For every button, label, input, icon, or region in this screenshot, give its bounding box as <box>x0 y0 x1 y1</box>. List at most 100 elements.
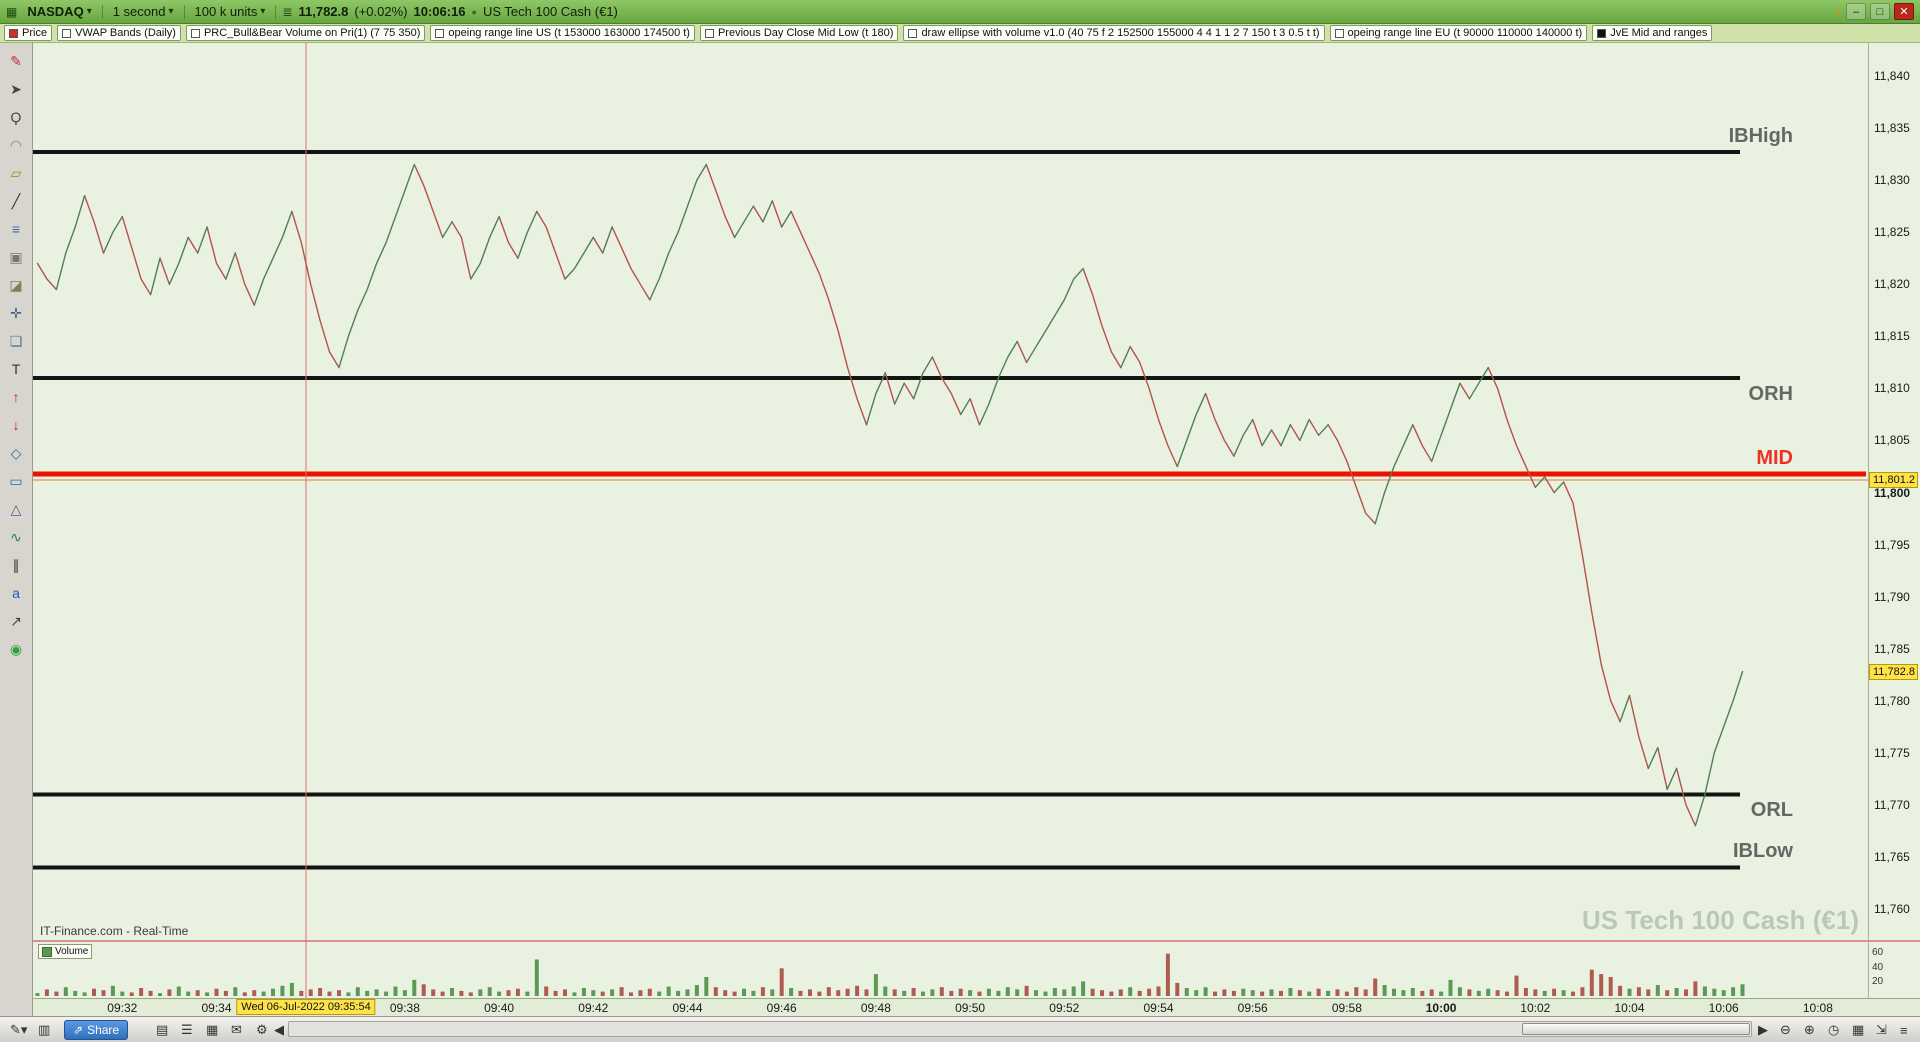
indicator-chip-label: opeing range line EU (t 90000 110000 140… <box>1347 27 1583 39</box>
indicator-chip-label: VWAP Bands (Daily) <box>75 27 176 39</box>
indicator-chip-4[interactable]: Previous Day Close Mid Low (t 180) <box>699 25 899 41</box>
separator <box>101 4 103 19</box>
zoom-in-button[interactable]: ⊕ <box>1804 1022 1815 1037</box>
y-axis-label: 11,800 <box>1874 485 1911 500</box>
x-axis-label: 09:32 <box>107 1001 138 1015</box>
bottom-toolbar: ⇗ Share ◀ ▶ ✎▾ ▥ ▤ ☰ ▦ ✉ ⚙ ⊖ ⊕ ◷ ▦ ⇲ ≡ <box>0 1016 1920 1042</box>
indicator-chip-label: Price <box>22 27 48 39</box>
chart-scrollbar-track[interactable] <box>288 1021 1752 1037</box>
scroll-right-button[interactable]: ▶ <box>1758 1022 1768 1037</box>
minimize-button[interactable]: – <box>1846 3 1866 20</box>
eraser-tool-icon[interactable]: ◪ <box>9 276 23 293</box>
time-axis[interactable] <box>33 998 1920 1016</box>
pen-tool-icon[interactable]: ✎ <box>10 52 22 69</box>
arrow-down-tool-icon[interactable]: ↓ <box>12 417 20 433</box>
indicator-chip-5[interactable]: draw ellipse with volume v1.0 (40 75 f 2… <box>903 25 1325 41</box>
y-axis-label: 11,790 <box>1874 589 1910 604</box>
price-axis[interactable] <box>1868 43 1920 1016</box>
indicator-chip-1[interactable]: VWAP Bands (Daily) <box>57 25 181 41</box>
close-button[interactable]: ✕ <box>1894 3 1914 20</box>
indicator-checkbox[interactable] <box>908 28 918 38</box>
share-label: Share <box>87 1023 120 1037</box>
fibonacci-tool-icon[interactable]: ≡ <box>11 221 21 237</box>
pane-divider[interactable] <box>33 940 1920 942</box>
units-selector[interactable]: 100 k units <box>191 3 270 20</box>
colors-tool-icon[interactable]: ◉ <box>9 640 23 657</box>
y-axis-label: 11,795 <box>1874 537 1910 552</box>
maximize-button[interactable]: □ <box>1870 3 1890 20</box>
text-tool-icon[interactable]: T <box>11 361 21 377</box>
indicator-chip-6[interactable]: opeing range line EU (t 90000 110000 140… <box>1329 25 1588 41</box>
y-axis-label: 11,820 <box>1874 277 1910 292</box>
left-toolbar: ✎ ➤ Ϙ ◠ ▱ ╱ ≡ ▣ ◪ ✛ ❏ T ↑ ↓ ◇ ▭ △ ∿ ∥ a ↗ ◉ <box>0 43 33 1016</box>
zoom-tool-icon[interactable]: Ϙ <box>10 109 22 125</box>
symbol-selector[interactable]: NASDAQ <box>23 3 95 20</box>
level-label-IBLow: IBLow <box>1733 840 1793 863</box>
indicator-checkbox[interactable] <box>190 28 200 38</box>
y-axis-label: 11,770 <box>1874 797 1910 812</box>
cursor-tool-icon[interactable]: ➤ <box>10 80 22 97</box>
chart-type-button[interactable]: ▥ <box>38 1022 51 1037</box>
scroll-left-button[interactable]: ◀ <box>274 1022 284 1037</box>
y-axis-label: 11,835 <box>1874 121 1910 136</box>
share-button[interactable]: ⇗ Share <box>64 1020 129 1040</box>
indicator-checkbox[interactable] <box>62 28 72 38</box>
y-axis-label: 11,825 <box>1874 225 1910 240</box>
trendline-tool-icon[interactable]: ╱ <box>11 192 21 209</box>
workspace-button[interactable]: ▤ <box>156 1022 169 1037</box>
annotation-tool-icon[interactable]: a <box>12 585 20 601</box>
x-axis-label: 09:34 <box>201 1001 232 1015</box>
chart-plot-area[interactable] <box>33 43 1868 940</box>
y-axis-label: 11,805 <box>1874 433 1910 448</box>
grid-button[interactable]: ▦ <box>206 1022 219 1037</box>
lightning-icon[interactable]: ⚡ <box>1833 4 1842 19</box>
y-axis-label: 11,810 <box>1874 381 1910 396</box>
quote-icon: ≣ <box>282 4 293 19</box>
indicator-chip-2[interactable]: PRC_Bull&Bear Volume on Pri(1) (7 75 350… <box>185 25 426 41</box>
list-button[interactable]: ☰ <box>181 1022 193 1037</box>
volume-legend[interactable]: Volume <box>38 944 93 959</box>
arrow-ne-tool-icon[interactable]: ↗ <box>10 612 22 629</box>
fullscreen-button[interactable]: ⇲ <box>1876 1022 1887 1037</box>
indicator-chip-7[interactable]: JvE Mid and ranges <box>1592 25 1713 41</box>
polygon-tool-icon[interactable]: ◇ <box>10 444 22 461</box>
indicator-chip-0[interactable]: Price <box>4 25 53 41</box>
title-bar: ▦ NASDAQ 1 second 100 k units ≣ 11,782.8… <box>0 0 1920 24</box>
x-axis-label: 10:04 <box>1614 1001 1645 1015</box>
triangle-tool-icon[interactable]: △ <box>10 500 22 517</box>
news-button[interactable]: ✉ <box>231 1022 242 1037</box>
channel-tool-icon[interactable]: ∥ <box>12 556 20 573</box>
draw-tool-button[interactable]: ✎▾ <box>10 1022 28 1037</box>
zigzag-tool-icon[interactable]: ∿ <box>10 528 22 545</box>
price-badge: 11,782.8 <box>1869 663 1918 680</box>
price-change: (+0.02%) <box>354 4 408 19</box>
volume-axis-label: 60 <box>1872 947 1884 959</box>
menu-button[interactable]: ≡ <box>1900 1022 1908 1038</box>
ruler-tool-icon[interactable]: ▱ <box>10 164 22 181</box>
indicator-chip-3[interactable]: opeing range line US (t 153000 163000 17… <box>430 25 695 41</box>
indicator-checkbox[interactable] <box>9 28 18 38</box>
instrument-name: US Tech 100 Cash (€1) <box>482 4 618 19</box>
arrow-up-tool-icon[interactable]: ↑ <box>12 389 20 405</box>
calendar-button[interactable]: ▦ <box>1852 1022 1865 1037</box>
move-tool-icon[interactable]: ✛ <box>10 304 22 321</box>
indicator-checkbox[interactable] <box>435 28 445 38</box>
time-range-button[interactable]: ◷ <box>1828 1022 1840 1037</box>
status-dot-icon: ● <box>471 6 477 17</box>
rectangle-tool-icon[interactable]: ▭ <box>9 472 23 489</box>
x-axis-label: 09:44 <box>672 1001 703 1015</box>
chart-scrollbar-thumb[interactable] <box>1522 1023 1750 1035</box>
duplicate-tool-icon[interactable]: ❏ <box>9 332 23 349</box>
y-axis-label: 11,760 <box>1874 902 1910 916</box>
indicator-checkbox[interactable] <box>1597 28 1607 38</box>
data-provider-label: IT-Finance.com - Real-Time <box>40 924 189 938</box>
zoom-out-button[interactable]: ⊖ <box>1780 1022 1791 1037</box>
settings-button[interactable]: ⚙ <box>256 1022 268 1037</box>
timeframe-selector[interactable]: 1 second <box>109 3 178 20</box>
indicator-checkbox[interactable] <box>1334 28 1344 38</box>
indicator-chip-label: Previous Day Close Mid Low (t 180) <box>717 27 894 39</box>
delete-drawing-tool-icon[interactable]: ▣ <box>9 248 23 265</box>
lasso-tool-icon[interactable]: ◠ <box>9 136 23 153</box>
indicator-checkbox[interactable] <box>704 28 714 38</box>
